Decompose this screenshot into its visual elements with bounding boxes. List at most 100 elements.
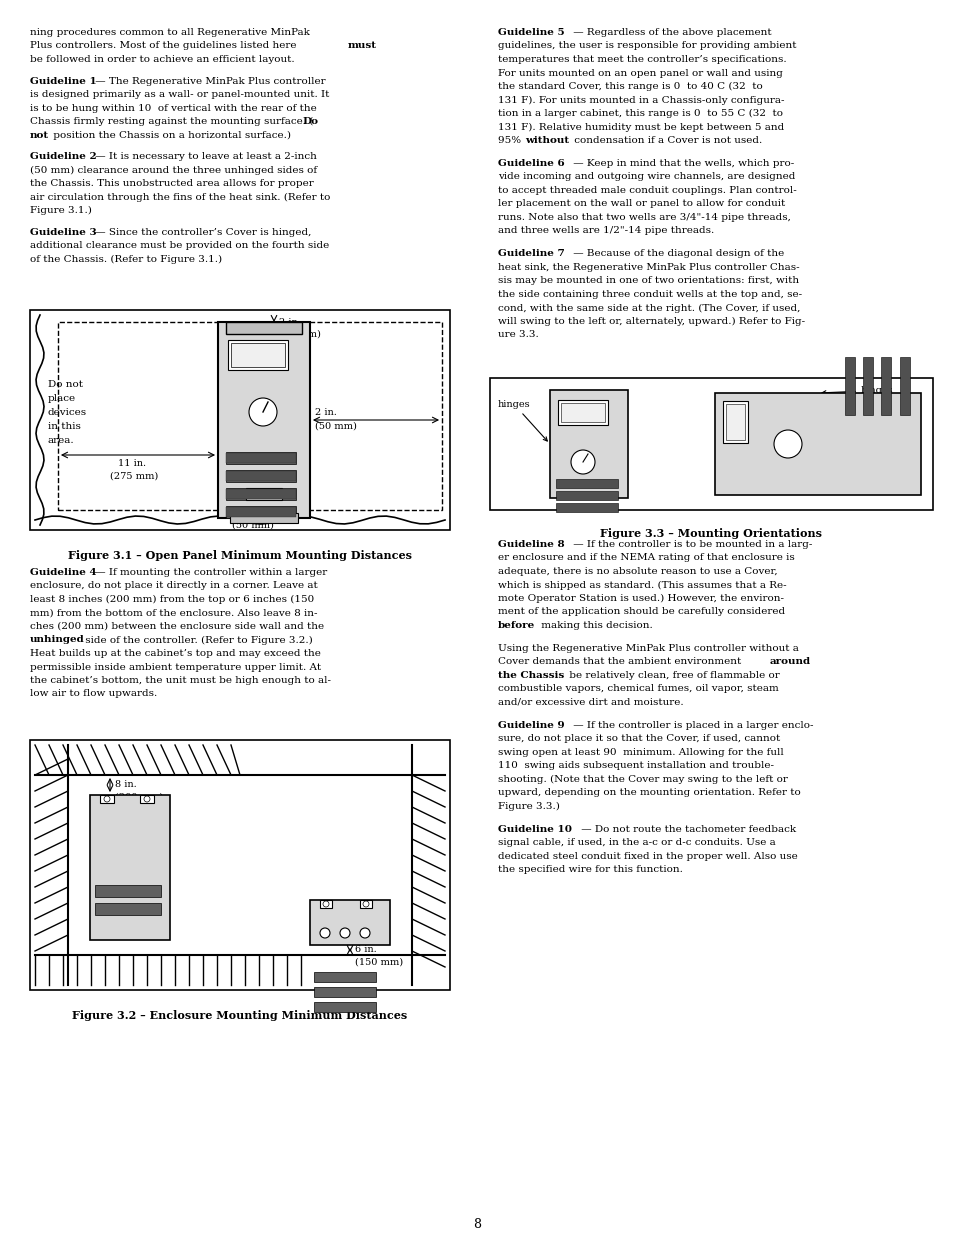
Circle shape [773, 430, 801, 458]
Bar [226, 471, 295, 482]
Circle shape [363, 902, 369, 906]
Text: air circulation through the fins of the heat sink. (Refer to: air circulation through the fins of the … [30, 193, 330, 201]
Text: Cover demands that the ambient environment: Cover demands that the ambient environme… [497, 657, 743, 667]
Bar [230, 513, 297, 522]
Text: and/or excessive dirt and moisture.: and/or excessive dirt and moisture. [497, 698, 683, 706]
Text: — Do not route the tachometer feedback: — Do not route the tachometer feedback [578, 825, 796, 834]
Text: will swing to the left or, alternately, upward.) Refer to Fig-: will swing to the left or, alternately, … [497, 317, 804, 326]
Text: Guideline 10: Guideline 10 [497, 825, 572, 834]
Bar [226, 506, 295, 517]
Text: (150 mm): (150 mm) [355, 958, 403, 967]
Bar [556, 503, 618, 513]
Text: the Chassis. This unobstructed area allows for proper: the Chassis. This unobstructed area allo… [30, 179, 314, 188]
Text: 6 in.: 6 in. [355, 945, 376, 953]
Text: place: place [48, 394, 76, 403]
Text: Figure 3.1.): Figure 3.1.) [30, 206, 91, 215]
Text: runs. Note also that two wells are 3/4"-14 pipe threads,: runs. Note also that two wells are 3/4"-… [497, 212, 790, 222]
Text: Guideline 8: Guideline 8 [497, 540, 564, 550]
Text: must: must [348, 42, 376, 51]
Circle shape [339, 927, 350, 939]
Bar [550, 390, 627, 498]
Text: — If the controller is placed in a larger enclo-: — If the controller is placed in a large… [569, 721, 813, 730]
Text: tion in a larger cabinet, this range is 0  to 55 C (32  to: tion in a larger cabinet, this range is … [497, 109, 782, 119]
Text: heat sink, the Regenerative MinPak Plus controller Chas-: heat sink, the Regenerative MinPak Plus … [497, 263, 799, 272]
Text: before: before [497, 621, 535, 630]
Text: the Chassis: the Chassis [497, 671, 563, 680]
Text: guidelines, the user is responsible for providing ambient: guidelines, the user is responsible for … [497, 42, 796, 51]
Text: least 8 inches (200 mm) from the top or 6 inches (150: least 8 inches (200 mm) from the top or … [30, 595, 314, 604]
Text: in this: in this [48, 422, 81, 431]
Text: around: around [769, 657, 810, 667]
Bar [314, 1002, 375, 1011]
Bar [30, 310, 450, 530]
Text: enclosure, do not place it directly in a corner. Leave at: enclosure, do not place it directly in a… [30, 582, 317, 590]
Text: ment of the application should be carefully considered: ment of the application should be carefu… [497, 608, 784, 616]
Circle shape [359, 927, 370, 939]
Text: (50 mm) clearance around the three unhinged sides of: (50 mm) clearance around the three unhin… [30, 165, 316, 175]
Text: upward, depending on the mounting orientation. Refer to: upward, depending on the mounting orient… [497, 788, 800, 798]
Text: adequate, there is no absolute reason to use a Cover,: adequate, there is no absolute reason to… [497, 567, 777, 576]
Bar [140, 795, 153, 803]
Bar [226, 471, 295, 480]
Text: Heat builds up at the cabinet’s top and may exceed the: Heat builds up at the cabinet’s top and … [30, 650, 320, 658]
Circle shape [104, 797, 110, 802]
Text: 11 in.: 11 in. [118, 459, 146, 468]
Text: the cabinet’s bottom, the unit must be high enough to al-: the cabinet’s bottom, the unit must be h… [30, 676, 331, 685]
Text: 95%: 95% [497, 136, 524, 144]
Text: 110  swing aids subsequent installation and trouble-: 110 swing aids subsequent installation a… [497, 762, 773, 771]
Bar [246, 488, 282, 500]
Text: Do: Do [302, 117, 317, 126]
Text: of the Chassis. (Refer to Figure 3.1.): of the Chassis. (Refer to Figure 3.1.) [30, 254, 222, 264]
Text: Guideline 1: Guideline 1 [30, 77, 96, 85]
Bar [100, 795, 113, 803]
Text: combustible vapors, chemical fumes, oil vapor, steam: combustible vapors, chemical fumes, oil … [497, 684, 778, 693]
Text: 2 in.: 2 in. [314, 408, 336, 417]
Text: — Keep in mind that the wells, which pro-: — Keep in mind that the wells, which pro… [569, 159, 794, 168]
Text: ning procedures common to all Regenerative MinPak: ning procedures common to all Regenerati… [30, 28, 310, 37]
Bar [556, 492, 618, 500]
Text: Guideline 6: Guideline 6 [497, 159, 564, 168]
Bar [226, 489, 295, 499]
Text: (50 mm): (50 mm) [232, 521, 274, 530]
Text: Guideline 7: Guideline 7 [497, 249, 564, 258]
Text: vide incoming and outgoing wire channels, are designed: vide incoming and outgoing wire channels… [497, 173, 795, 182]
Text: (50 mm): (50 mm) [278, 330, 320, 338]
Text: Guideline 5: Guideline 5 [497, 28, 564, 37]
Text: the side containing three conduit wells at the top and, se-: the side containing three conduit wells … [497, 290, 801, 299]
Text: — If the controller is to be mounted in a larg-: — If the controller is to be mounted in … [569, 540, 812, 550]
Text: — The Regenerative MinPak Plus controller: — The Regenerative MinPak Plus controlle… [91, 77, 325, 85]
Text: (200 mm): (200 mm) [115, 793, 163, 802]
Text: be relatively clean, free of flammable or: be relatively clean, free of flammable o… [565, 671, 779, 680]
Text: Figure 3.3 – Mounting Orientations: Figure 3.3 – Mounting Orientations [599, 529, 821, 538]
Circle shape [571, 450, 595, 474]
Text: ure 3.3.: ure 3.3. [497, 331, 538, 340]
Text: low air to flow upwards.: low air to flow upwards. [30, 689, 157, 699]
Text: 2 in.: 2 in. [278, 317, 300, 327]
Text: mote Operator Station is used.) However, the environ-: mote Operator Station is used.) However,… [497, 594, 783, 603]
Text: permissible inside ambient temperature upper limit. At: permissible inside ambient temperature u… [30, 662, 321, 672]
Text: — Since the controller’s Cover is hinged,: — Since the controller’s Cover is hinged… [91, 227, 311, 237]
Bar [490, 378, 932, 510]
Text: Chassis firmly resting against the mounting surface. (: Chassis firmly resting against the mount… [30, 117, 313, 126]
Bar [558, 400, 607, 425]
Text: position the Chassis on a horizontal surface.): position the Chassis on a horizontal sur… [50, 131, 291, 140]
Text: Do not: Do not [48, 380, 83, 389]
Bar [226, 322, 302, 333]
Bar [359, 900, 372, 908]
Text: shooting. (Note that the Cover may swing to the left or: shooting. (Note that the Cover may swing… [497, 774, 787, 784]
Text: — Because of the diagonal design of the: — Because of the diagonal design of the [569, 249, 783, 258]
Bar [844, 357, 854, 415]
Text: additional clearance must be provided on the fourth side: additional clearance must be provided on… [30, 241, 329, 251]
Text: and three wells are 1/2"-14 pipe threads.: and three wells are 1/2"-14 pipe threads… [497, 226, 714, 236]
Text: 131 F). Relative humidity must be kept between 5 and: 131 F). Relative humidity must be kept b… [497, 122, 783, 132]
Circle shape [144, 797, 150, 802]
Bar [226, 508, 295, 517]
Text: which is shipped as standard. (This assumes that a Re-: which is shipped as standard. (This assu… [497, 580, 786, 589]
Bar [226, 453, 295, 463]
Bar [310, 900, 390, 945]
Text: Guideline 3: Guideline 3 [30, 227, 96, 237]
Text: Figure 3.1 – Open Panel Minimum Mounting Distances: Figure 3.1 – Open Panel Minimum Mounting… [68, 550, 412, 561]
Bar [226, 488, 295, 500]
Text: temperatures that meet the controller’s specifications.: temperatures that meet the controller’s … [497, 56, 786, 64]
Text: Guideline 9: Guideline 9 [497, 721, 564, 730]
